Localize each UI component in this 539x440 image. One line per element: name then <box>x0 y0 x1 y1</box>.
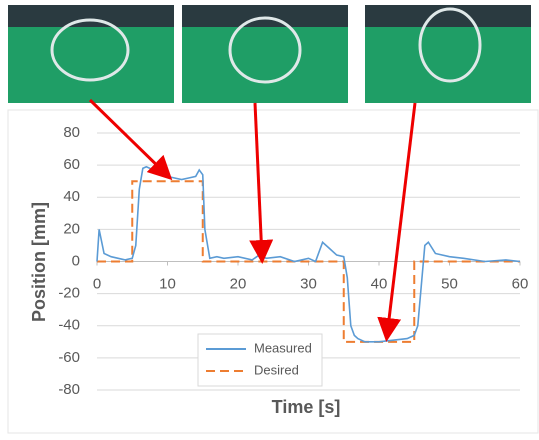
arrow <box>387 103 415 336</box>
x-tick-label: 50 <box>441 275 458 292</box>
arrows <box>90 100 415 336</box>
y-tick-label: -40 <box>58 317 80 334</box>
y-axis-title: Position [mm] <box>29 202 49 322</box>
photo-background <box>8 5 174 27</box>
x-tick-label: 0 <box>93 275 101 292</box>
y-tick-label: -20 <box>58 285 80 302</box>
arrow <box>90 100 168 176</box>
photo-background <box>182 5 348 27</box>
x-tick-label: 10 <box>159 275 176 292</box>
x-tick-label: 60 <box>512 275 529 292</box>
data-line <box>97 167 520 342</box>
y-tick-label: 80 <box>63 124 80 141</box>
x-tick-label: 20 <box>230 275 247 292</box>
x-axis-title: Time [s] <box>272 397 341 417</box>
y-tick-label: 40 <box>63 188 80 205</box>
legend-label: Desired <box>254 362 299 377</box>
arrow <box>255 103 262 258</box>
figure: -80 -60 -40 -20 0 20 40 60 80 0 10 20 30 40 50 60 Time [… <box>0 0 539 435</box>
photos <box>8 5 531 103</box>
x-tick-label: 40 <box>371 275 388 292</box>
y-tick-label: -80 <box>58 381 80 398</box>
y-tick-label: 0 <box>72 252 80 269</box>
y-tick-label: -60 <box>58 349 80 366</box>
y-tick-label: 60 <box>63 156 80 173</box>
x-tick-label: 30 <box>300 275 317 292</box>
y-tick-label: 20 <box>63 220 80 237</box>
plot: -80 -60 -40 -20 0 20 40 60 80 0 10 20 30 40 50 60 Time [… <box>29 124 529 417</box>
legend-label: Measured <box>254 340 312 355</box>
